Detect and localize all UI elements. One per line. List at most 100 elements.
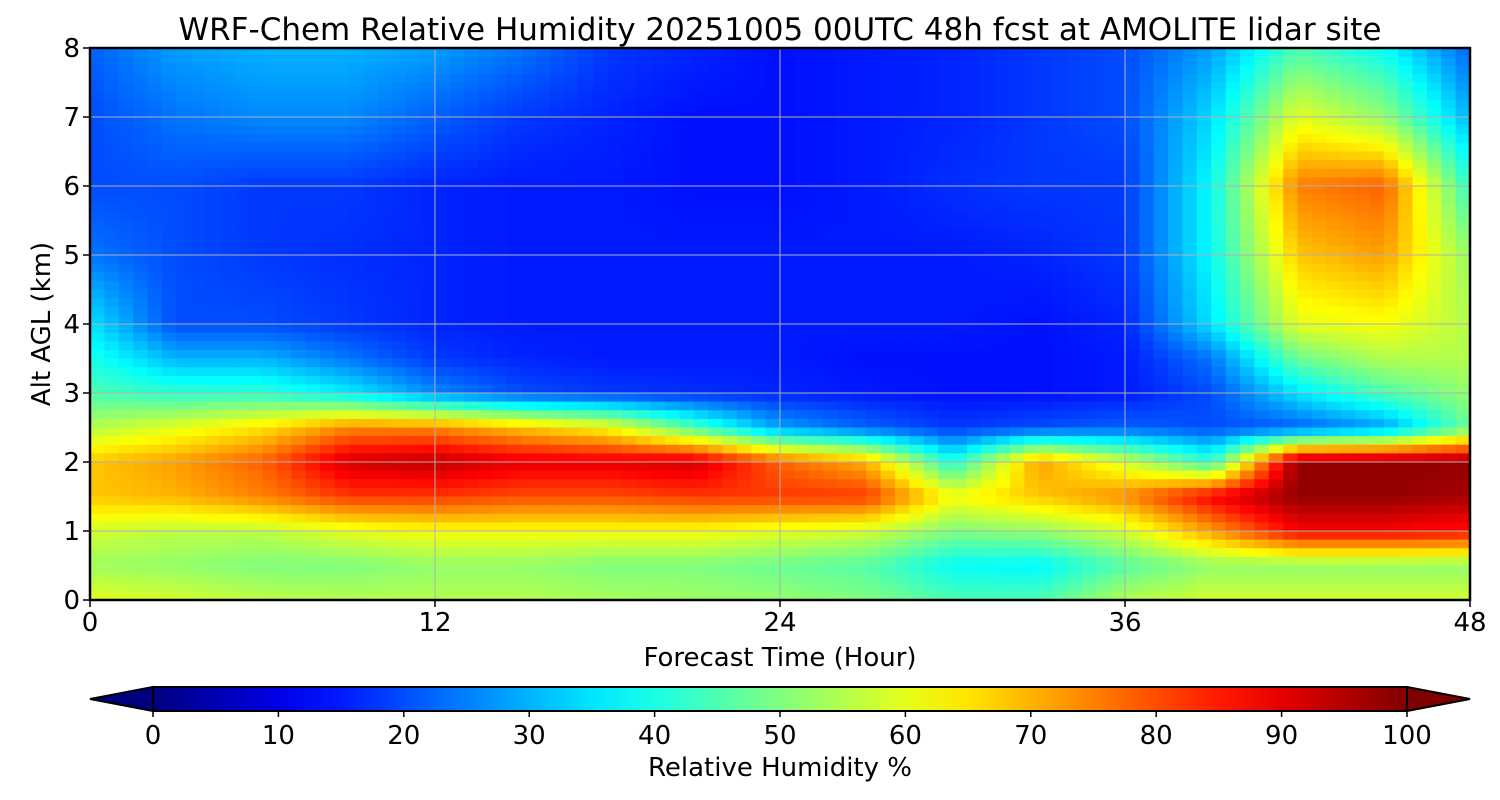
heatmap-cell	[133, 418, 149, 429]
heatmap-cell	[363, 418, 379, 429]
heatmap-cell	[1125, 298, 1140, 308]
heatmap-cell	[938, 444, 954, 454]
heatmap-cell	[621, 99, 637, 109]
heatmap-cell	[1153, 117, 1169, 127]
heatmap-cell	[133, 117, 149, 127]
heatmap-cell	[564, 255, 580, 265]
heatmap-cell	[550, 341, 565, 351]
heatmap-cell	[837, 470, 853, 480]
heatmap-cell	[305, 99, 321, 109]
heatmap-cell	[880, 453, 896, 463]
heatmap-cell	[751, 453, 767, 463]
heatmap-cell	[1383, 56, 1399, 66]
heatmap-cell	[1211, 444, 1227, 454]
heatmap-cell	[593, 125, 609, 135]
heatmap-cell	[722, 298, 738, 308]
heatmap-cell	[1196, 444, 1212, 454]
heatmap-cell	[334, 280, 350, 291]
heatmap-cell	[765, 229, 781, 239]
heatmap-cell	[722, 142, 738, 153]
heatmap-cell	[1340, 65, 1356, 75]
heatmap-cell	[262, 142, 278, 153]
heatmap-cell	[1283, 168, 1299, 178]
heatmap-cell	[1168, 211, 1184, 222]
heatmap-cell	[1426, 211, 1442, 222]
heatmap-cell	[650, 453, 666, 463]
heatmap-cell	[291, 289, 307, 299]
heatmap-cell	[1326, 56, 1342, 66]
heatmap-cell	[1110, 401, 1126, 411]
heatmap-cell	[607, 82, 623, 92]
heatmap-cell	[406, 462, 422, 472]
heatmap-cell	[161, 186, 177, 196]
heatmap-cell	[550, 117, 565, 127]
heatmap-cell	[679, 246, 695, 256]
heatmap-cell	[851, 401, 867, 411]
heatmap-cell	[1067, 82, 1083, 92]
heatmap-cell	[320, 246, 335, 256]
heatmap-cell	[593, 255, 609, 265]
heatmap-cell	[780, 418, 795, 429]
heatmap-cell	[751, 324, 767, 334]
heatmap-cell	[1297, 306, 1313, 316]
heatmap-cell	[923, 375, 939, 385]
heatmap-cell	[837, 384, 853, 394]
heatmap-cell	[1455, 487, 1470, 498]
heatmap-cell	[478, 151, 494, 161]
heatmap-cell	[377, 177, 393, 187]
heatmap-cell	[866, 349, 882, 360]
heatmap-cell	[291, 220, 307, 230]
heatmap-cell	[133, 229, 149, 239]
heatmap-cell	[1441, 436, 1457, 446]
heatmap-cell	[1369, 289, 1385, 299]
heatmap-cell	[751, 99, 767, 109]
heatmap-cell	[478, 298, 494, 308]
heatmap-cell	[377, 220, 393, 230]
heatmap-cell	[995, 393, 1011, 403]
heatmap-cell	[1067, 306, 1083, 316]
heatmap-cell	[1010, 453, 1025, 463]
heatmap-cell	[1081, 65, 1097, 75]
heatmap-cell	[176, 160, 192, 170]
heatmap-cell	[118, 65, 134, 75]
heatmap-cell	[478, 341, 494, 351]
heatmap-cell	[104, 306, 120, 316]
heatmap-cell	[923, 487, 939, 498]
heatmap-cell	[665, 220, 680, 230]
heatmap-cell	[449, 436, 465, 446]
heatmap-cell	[276, 255, 292, 265]
heatmap-cell	[90, 142, 105, 153]
heatmap-cell	[780, 358, 795, 368]
heatmap-cell	[780, 73, 795, 84]
heatmap-cell	[880, 125, 896, 135]
heatmap-cell	[1125, 470, 1140, 480]
heatmap-cell	[190, 427, 206, 437]
heatmap-cell	[420, 229, 436, 239]
heatmap-cell	[262, 427, 278, 437]
heatmap-cell	[665, 410, 680, 420]
heatmap-cell	[492, 470, 508, 480]
heatmap-cell	[679, 280, 695, 291]
heatmap-cell	[1283, 177, 1299, 187]
heatmap-cell	[952, 349, 968, 360]
heatmap-cell	[147, 168, 163, 178]
heatmap-cell	[1283, 263, 1299, 273]
heatmap-cell	[866, 479, 882, 489]
heatmap-cell	[780, 142, 795, 153]
heatmap-cell	[262, 289, 278, 299]
heatmap-cell	[938, 203, 954, 213]
heatmap-cell	[492, 108, 508, 118]
heatmap-cell	[693, 332, 709, 342]
heatmap-cell	[765, 255, 781, 265]
heatmap-cell	[406, 272, 422, 282]
heatmap-cell	[118, 237, 134, 247]
heatmap-cell	[1096, 487, 1112, 498]
heatmap-cell	[780, 177, 795, 187]
heatmap-cell	[794, 125, 810, 135]
heatmap-cell	[1110, 211, 1126, 222]
heatmap-cell	[607, 289, 623, 299]
heatmap-cell	[90, 186, 105, 196]
heatmap-cell	[205, 367, 220, 377]
heatmap-cell	[895, 229, 910, 239]
heatmap-cell	[837, 186, 853, 196]
